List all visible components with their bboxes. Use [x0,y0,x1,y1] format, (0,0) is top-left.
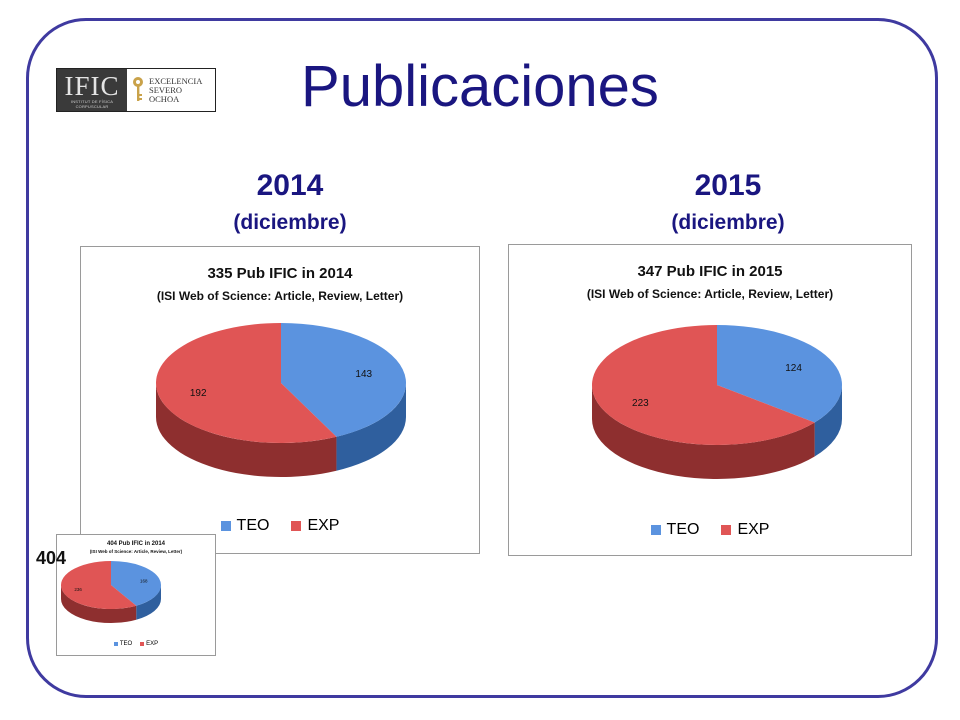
pie-value-label-teo: 124 [785,363,802,374]
chart-2015-legend: TEO EXP [509,521,911,539]
legend-item-teo: TEO [650,521,700,539]
severo-ochoa-key-icon [133,77,143,101]
pie-slice-teo [111,561,161,606]
legend-item-exp: EXP [140,641,158,647]
legend-label-teo: TEO [119,641,133,647]
logo-line-excelencia: EXCELENCIA [149,75,203,86]
pie-value-label-exp: 192 [190,388,207,399]
ific-logo-text: IFIC [64,71,120,101]
chart-inset-legend: TEO EXP [57,641,215,647]
pie-slice-exp [60,561,137,609]
pie-side-exp [156,383,337,477]
page-title: Publicaciones [301,54,659,119]
chart-inset-subtitle: (ISI Web of Science: Article, Review, Le… [89,549,183,554]
legend-label-teo: TEO [236,517,270,534]
pie-value-label-exp: 223 [632,398,649,409]
ific-logo-subtext-1: INSTITUT DE FÍSICA [70,99,114,104]
pie-side-teo [814,385,842,457]
legend-swatch-exp [291,521,302,531]
legend-label-exp: EXP [146,641,159,647]
pie-slice-teo [281,323,407,437]
legend-item-exp: EXP [721,521,769,539]
chart-2014-legend: TEO EXP [81,517,479,535]
pie-chart-2015-graphic: 124 223 [592,325,842,479]
ific-logo-mark: IFIC INSTITUT DE FÍSICA CORPUSCULAR [57,69,127,111]
year-2015-heading: 2015 [694,169,762,202]
month-2014-subheading: (diciembre) [233,211,347,234]
chart-2015-subtitle: (ISI Web of Science: Article, Review, Le… [586,287,834,301]
inset-label: 404 [36,548,67,568]
chart-2014-subtitle: (ISI Web of Science: Article, Review, Le… [156,289,404,303]
pie-slice-teo [717,325,842,423]
legend-label-exp: EXP [307,517,340,534]
pie-chart-2014-graphic: 143 192 [156,323,407,477]
pie-chart-2014: 143 192 335 Pub IFIC in 2014 (ISI Web of … [80,246,480,554]
pie-value-label-exp: 236 [74,587,82,592]
pie-slice-exp [592,325,815,445]
legend-swatch-exp [140,642,145,646]
year-2014-heading: 2014 [256,169,324,202]
pie-slice-exp [156,323,337,443]
legend-item-teo: TEO [113,641,133,647]
ific-logo-subtext-2: CORPUSCULAR [75,104,109,109]
ific-logo: IFIC INSTITUT DE FÍSICA CORPUSCULAR EXCE… [56,68,216,112]
legend-label-exp: EXP [737,521,770,538]
pie-side-teo [336,383,406,471]
legend-swatch-teo [113,642,118,646]
chart-2014-title: 335 Pub IFIC in 2014 [207,265,353,282]
legend-label-teo: TEO [666,521,700,538]
legend-item-teo: TEO [220,517,270,535]
pie-chart-2015: 124 223 347 Pub IFIC in 2015 (ISI Web of … [508,244,912,556]
pie-chart-inset-graphic: 168 236 [60,561,161,623]
ific-logo-subtext: INSTITUT DE FÍSICA CORPUSCULAR [57,99,127,109]
legend-swatch-exp [721,525,732,535]
logo-line-severo: SEVERO [149,84,183,95]
chart-2015-title: 347 Pub IFIC in 2015 [637,263,783,280]
logo-line-ochoa: OCHOA [149,93,180,104]
pie-side-exp [592,385,815,479]
pie-side-teo [136,585,161,620]
pie-value-label-teo: 168 [140,578,148,583]
legend-swatch-teo [220,521,231,531]
legend-swatch-teo [650,525,661,535]
legend-item-exp: EXP [291,517,339,535]
severo-ochoa-text: EXCELENCIA SEVERO OCHOA [149,75,203,104]
severo-ochoa-logo: EXCELENCIA SEVERO OCHOA [127,69,215,111]
month-2015-subheading: (diciembre) [671,211,785,234]
chart-inset-title: 404 Pub IFIC in 2014 [106,541,166,547]
pie-side-exp [61,585,137,623]
pie-value-label-teo: 143 [355,369,372,380]
pie-chart-inset: 168 236 404 Pub IFIC in 2014 (ISI Web of … [56,534,216,656]
